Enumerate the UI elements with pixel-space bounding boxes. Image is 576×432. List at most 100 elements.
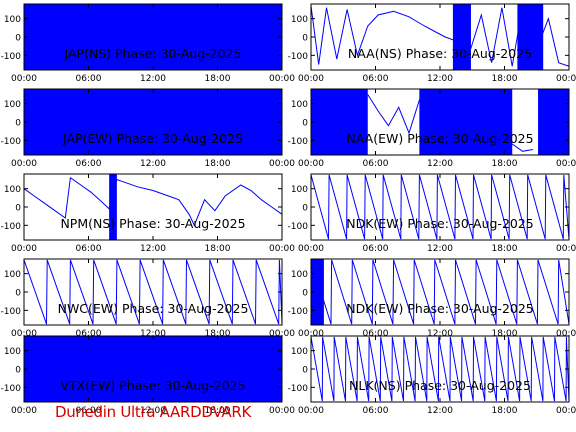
x-tick-label: 00:00 xyxy=(269,406,295,416)
series-line xyxy=(311,336,569,402)
x-tick-label: 00:00 xyxy=(269,244,295,254)
plot-area xyxy=(311,259,569,325)
x-tick-label: 12:00 xyxy=(140,74,166,84)
chart-title: NAA(NS) Phase: 30-Aug-2025 xyxy=(348,46,532,61)
y-tick-label: 0 xyxy=(15,366,21,376)
dense-phase-block xyxy=(311,89,368,155)
x-tick-label: 06:00 xyxy=(76,244,102,254)
y-tick-label: 100 xyxy=(4,15,21,25)
chart-title: JAP(EW) Phase: 30-Aug-2025 xyxy=(62,131,243,146)
x-tick-label: 00:00 xyxy=(298,244,324,254)
y-tick-label: 100 xyxy=(4,347,21,357)
x-tick-label: 00:00 xyxy=(269,74,295,84)
x-tick-label: 00:00 xyxy=(11,159,37,169)
x-tick-label: 00:00 xyxy=(269,159,295,169)
x-tick-label: 12:00 xyxy=(427,406,453,416)
x-tick-label: 00:00 xyxy=(269,329,295,339)
x-tick-label: 00:00 xyxy=(11,244,37,254)
dense-phase-block xyxy=(452,4,471,70)
y-tick-label: 100 xyxy=(4,100,21,110)
series-line xyxy=(24,259,282,325)
x-tick-label: 00:00 xyxy=(298,159,324,169)
series-line xyxy=(311,259,569,325)
x-tick-label: 00:00 xyxy=(11,406,37,416)
y-tick-label: 0 xyxy=(302,204,308,214)
series-trace xyxy=(367,94,533,152)
chart-title: NDK(EW) Phase: 30-Aug-2025 xyxy=(346,301,534,316)
x-tick-label: 00:00 xyxy=(11,74,37,84)
chart-panel-2: 100 0 -100 00:00 06:00 12:00 18:00 00:00 NAA(NS)… xyxy=(288,3,576,84)
y-tick-label: 100 xyxy=(4,270,21,280)
series-line xyxy=(311,174,569,240)
x-tick-label: 12:00 xyxy=(140,244,166,254)
y-tick-label: 0 xyxy=(302,34,308,44)
y-tick-label: -100 xyxy=(288,137,309,147)
x-tick-label: 18:00 xyxy=(492,74,518,84)
x-tick-label: 00:00 xyxy=(298,329,324,339)
chart-title: NPM(NS) Phase: 30-Aug-2025 xyxy=(60,216,245,231)
x-tick-label: 06:00 xyxy=(76,159,102,169)
chart-title: NDK(EW) Phase: 30-Aug-2025 xyxy=(346,216,534,231)
footer-caption: Dunedin Ultra AARDDVARK xyxy=(54,403,252,421)
x-tick-label: 18:00 xyxy=(205,74,231,84)
x-tick-label: 12:00 xyxy=(427,329,453,339)
chart-title: JAP(NS) Phase: 30-Aug-2025 xyxy=(64,46,242,61)
chart-title: VTX(EW) Phase: 30-Aug-2025 xyxy=(60,378,245,393)
chart-panel-1: 100 0 -100 00:00 06:00 12:00 18:00 00:00 JAP(NS)… xyxy=(1,3,295,84)
x-tick-label: 12:00 xyxy=(140,329,166,339)
chart-panel-10: 100 0 -100 00:00 06:00 12:00 18:00 00:00 NLK(NS)… xyxy=(288,335,576,416)
y-tick-label: 0 xyxy=(302,289,308,299)
plot-area xyxy=(311,336,569,402)
x-tick-label: 00:00 xyxy=(556,244,576,254)
x-tick-label: 06:00 xyxy=(363,244,389,254)
chart-panel-9: 100 0 -100 00:00 06:00 12:00 18:00 00:00 VTX(EW)… xyxy=(1,335,295,416)
dense-phase-block xyxy=(109,174,117,240)
series-trace xyxy=(311,5,569,67)
x-tick-label: 06:00 xyxy=(76,406,102,416)
y-tick-label: -100 xyxy=(288,384,309,394)
x-tick-label: 18:00 xyxy=(492,406,518,416)
plot-area xyxy=(311,174,569,240)
x-tick-label: 00:00 xyxy=(556,74,576,84)
plot-area xyxy=(311,4,569,70)
chart-panel-7: 100 0 -100 00:00 06:00 12:00 18:00 00:00 NWC(EW)… xyxy=(1,258,295,339)
y-tick-label: -100 xyxy=(288,222,309,232)
x-tick-label: 00:00 xyxy=(556,329,576,339)
chart-title: NAA(EW) Phase: 30-Aug-2025 xyxy=(346,131,533,146)
x-tick-label: 18:00 xyxy=(205,406,231,416)
plot-area xyxy=(24,4,282,70)
chart-title: NWC(EW) Phase: 30-Aug-2025 xyxy=(58,301,249,316)
y-tick-label: 100 xyxy=(291,347,308,357)
x-tick-label: 06:00 xyxy=(363,74,389,84)
chart-panel-8: 100 0 -100 00:00 06:00 12:00 18:00 00:00 NDK(EW)… xyxy=(288,258,576,339)
x-tick-label: 18:00 xyxy=(492,329,518,339)
dense-phase-block xyxy=(538,89,569,155)
chart-title: NLK(NS) Phase: 30-Aug-2025 xyxy=(349,378,531,393)
x-tick-label: 12:00 xyxy=(427,244,453,254)
plot-area xyxy=(24,89,282,155)
plot-area xyxy=(24,259,282,325)
chart-panel-4: 100 0 -100 00:00 06:00 12:00 18:00 00:00 NAA(EW)… xyxy=(288,88,576,169)
series-line xyxy=(24,336,282,402)
x-tick-label: 12:00 xyxy=(427,74,453,84)
y-tick-label: -100 xyxy=(288,52,309,62)
x-tick-label: 06:00 xyxy=(76,329,102,339)
y-tick-label: -100 xyxy=(1,384,22,394)
plot-area xyxy=(24,336,282,402)
x-tick-label: 18:00 xyxy=(205,244,231,254)
x-tick-label: 06:00 xyxy=(76,74,102,84)
x-tick-label: 12:00 xyxy=(427,159,453,169)
x-tick-label: 18:00 xyxy=(205,329,231,339)
x-tick-label: 00:00 xyxy=(298,74,324,84)
x-tick-label: 12:00 xyxy=(140,406,166,416)
y-tick-label: -100 xyxy=(1,137,22,147)
y-tick-label: 100 xyxy=(291,15,308,25)
y-tick-label: 0 xyxy=(15,204,21,214)
dense-phase-block xyxy=(517,4,544,70)
y-tick-label: 0 xyxy=(15,289,21,299)
x-tick-label: 18:00 xyxy=(492,244,518,254)
chart-panel-3: 100 0 -100 00:00 06:00 12:00 18:00 00:00 JAP(EW)… xyxy=(1,88,295,169)
y-tick-label: 0 xyxy=(15,119,21,129)
y-tick-label: -100 xyxy=(1,52,22,62)
